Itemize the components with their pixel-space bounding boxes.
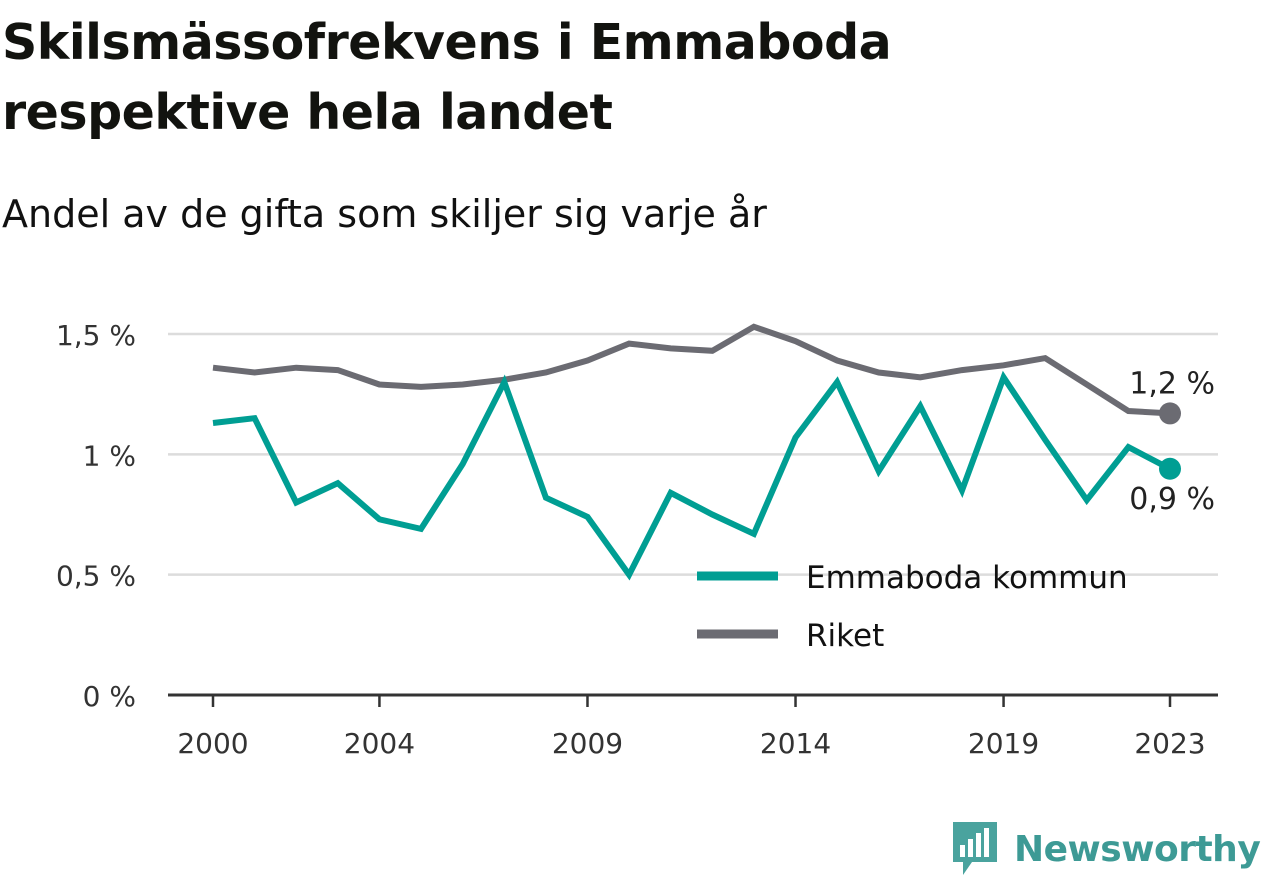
grid-lines (168, 332, 1218, 576)
x-tick-label: 2000 (177, 727, 248, 760)
end-label-riket: 1,2 % (1129, 366, 1215, 401)
series-line-riket (212, 323, 1171, 417)
chart-subtitle: Andel av de gifta som skiljer sig varje … (2, 192, 767, 236)
y-tick-label: 1,5 % (56, 319, 136, 352)
newsworthy-logo-icon (953, 822, 997, 875)
series-line-emmaboda (212, 370, 1172, 581)
x-tick-label: 2019 (968, 727, 1039, 760)
x-tick-label: 2004 (344, 727, 415, 760)
y-tick-label: 1 % (83, 439, 136, 472)
legend-label-riket: Riket (806, 618, 884, 654)
end-label-emmaboda: 0,9 % (1129, 482, 1215, 517)
y-tick-label: 0 % (83, 680, 136, 713)
x-tick-label: 2014 (760, 727, 831, 760)
y-axis-ticks: 0 % 0,5 % 1 % 1,5 % (56, 319, 136, 713)
x-tick-label: 2023 (1134, 727, 1205, 760)
newsworthy-logo-text: Newsworthy (1014, 828, 1261, 870)
legend: Emmaboda kommun Riket (697, 560, 1128, 654)
legend-label-emmaboda: Emmaboda kommun (806, 560, 1128, 596)
chart-title: Skilsmässofrekvens i Emmaboda respektive… (2, 8, 1242, 148)
newsworthy-logo: Newsworthy (950, 818, 1261, 880)
end-labels: 1,2 % 0,9 % (1129, 366, 1215, 516)
end-point-riket (1159, 402, 1181, 425)
chart-title-line-2: respektive hela landet (2, 84, 613, 141)
x-tick-label: 2009 (552, 727, 623, 760)
end-point-emmaboda (1159, 457, 1181, 480)
x-axis: 2000 2004 2009 2014 2019 2023 (168, 693, 1218, 760)
y-tick-label: 0,5 % (56, 560, 136, 593)
series-lines (212, 323, 1181, 581)
chart-title-line-1: Skilsmässofrekvens i Emmaboda (2, 14, 892, 71)
